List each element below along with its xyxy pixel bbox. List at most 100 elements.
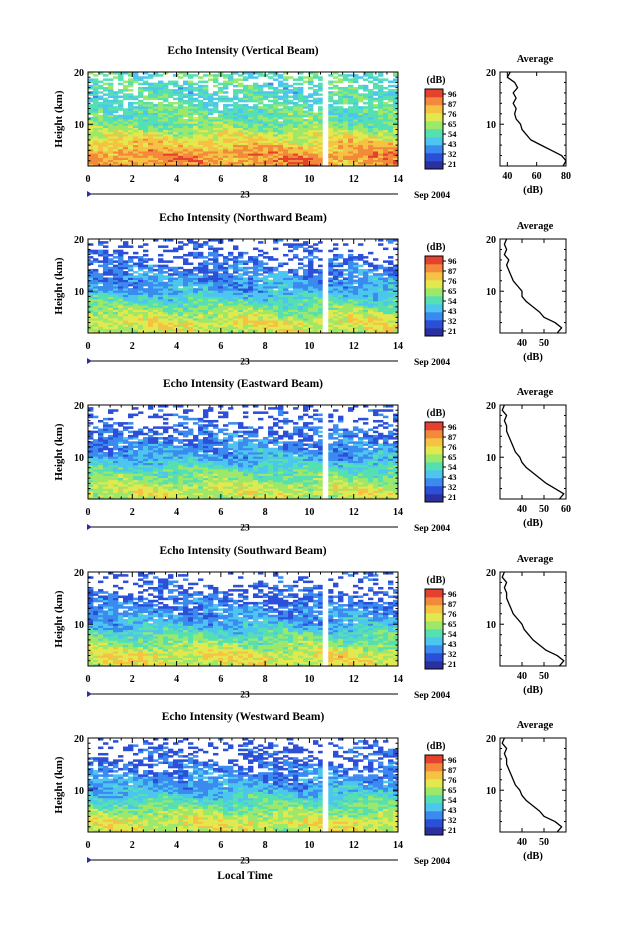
heatmap-cell [208, 161, 214, 165]
heatmap-cell [388, 136, 394, 139]
heatmap-cell [243, 125, 249, 128]
heatmap-cell [308, 93, 314, 96]
heatmap-cell [353, 320, 359, 323]
heatmap-cell [158, 155, 164, 158]
heatmap-cell [293, 275, 299, 278]
heatmap-cell [308, 153, 314, 156]
heatmap-cell [333, 275, 339, 278]
heatmap-cell [158, 121, 164, 124]
average-y-tick-label: 10 [486, 287, 496, 298]
heatmap-cell [98, 305, 104, 308]
heatmap-cell [388, 161, 394, 165]
heatmap-cell [288, 279, 294, 283]
heatmap-cell [243, 76, 249, 79]
heatmap-cell [248, 292, 254, 295]
heatmap-cell [258, 311, 264, 315]
heatmap-cell [168, 311, 174, 315]
heatmap-cell [88, 80, 94, 84]
heatmap-cell [248, 97, 254, 101]
heatmap-cell [388, 266, 394, 270]
heatmap-cell [253, 273, 259, 276]
panel-1: Echo Intensity (Vertical Beam)0 2 4 6 8 10 12 1… [53, 45, 571, 201]
colorbar-swatch [425, 137, 443, 146]
heatmap-cell [113, 309, 119, 313]
heatmap-cell [188, 241, 194, 244]
heatmap-cell [138, 151, 144, 154]
heatmap-cell [248, 275, 254, 278]
heatmap-cell [368, 496, 374, 500]
heatmap-cell [183, 311, 189, 315]
heatmap-cell [188, 114, 194, 118]
heatmap-cell [143, 324, 149, 327]
heatmap-cell [378, 74, 384, 77]
heatmap-cell [88, 279, 94, 283]
heatmap-cell [123, 138, 129, 141]
heatmap-cell [383, 271, 389, 274]
heatmap-cell [363, 97, 369, 101]
heatmap-cell [283, 144, 289, 148]
heatmap-cell [348, 264, 354, 268]
heatmap-cell [313, 300, 319, 304]
heatmap-cell [228, 142, 234, 146]
heatmap-cell [128, 277, 134, 280]
heatmap-cell [123, 494, 129, 498]
heatmap-cell [303, 290, 309, 293]
heatmap-cell [363, 492, 369, 496]
heatmap-cell [333, 76, 339, 79]
heatmap-cell [198, 93, 204, 96]
average-y-tick-label: 10 [486, 120, 496, 131]
heatmap-cell [253, 157, 259, 160]
heatmap-cell [263, 121, 269, 124]
heatmap-cell [333, 300, 339, 304]
heatmap-cell [333, 91, 339, 94]
heatmap-cell [128, 266, 134, 270]
heatmap-cell [383, 294, 389, 298]
heatmap-cell [158, 116, 164, 120]
heatmap-cell [198, 290, 204, 293]
heatmap-cell [133, 119, 139, 122]
heatmap-cell [363, 101, 369, 105]
heatmap-cell [333, 309, 339, 313]
heatmap-cell [178, 292, 184, 295]
heatmap-cell [253, 93, 259, 96]
heatmap-cell [173, 108, 179, 111]
heatmap-cell [218, 273, 224, 276]
colorbar-tick-label: 65 [448, 119, 457, 129]
heatmap-cell [178, 144, 184, 148]
heatmap-cell [198, 318, 204, 321]
heatmap-cell [198, 496, 204, 500]
heatmap-cell [173, 322, 179, 325]
heatmap-cell [108, 300, 114, 304]
heatmap-cell [118, 104, 124, 107]
heatmap-cell [253, 131, 259, 135]
heatmap-cell [223, 279, 229, 283]
heatmap-cell [153, 298, 159, 302]
heatmap-cell [133, 256, 139, 259]
heatmap-cell [313, 116, 319, 120]
heatmap-cell [378, 494, 384, 498]
heatmap-cell [233, 311, 239, 315]
heatmap-cell [208, 290, 214, 293]
heatmap-cell [383, 133, 389, 137]
heatmap-cell [298, 277, 304, 280]
heatmap-cell [208, 121, 214, 124]
heatmap-cell [188, 318, 194, 321]
heatmap-cell [143, 260, 149, 263]
heatmap-cell [163, 95, 169, 99]
heatmap-cell [98, 281, 104, 285]
heatmap-cell [93, 89, 99, 92]
heatmap-cell [258, 131, 264, 135]
heatmap-cell [228, 116, 234, 120]
heatmap-cell [223, 136, 229, 139]
colorbar-swatch [425, 161, 443, 170]
heatmap-cell [93, 326, 99, 330]
heatmap-cell [368, 108, 374, 111]
heatmap-cell [118, 108, 124, 111]
heatmap-cell [153, 148, 159, 152]
heatmap-cell [223, 142, 229, 146]
heatmap-cell [273, 155, 279, 158]
heatmap-cell [123, 496, 129, 500]
heatmap-cell [393, 129, 399, 133]
heatmap-cell [263, 320, 269, 323]
heatmap-cell [203, 127, 209, 131]
